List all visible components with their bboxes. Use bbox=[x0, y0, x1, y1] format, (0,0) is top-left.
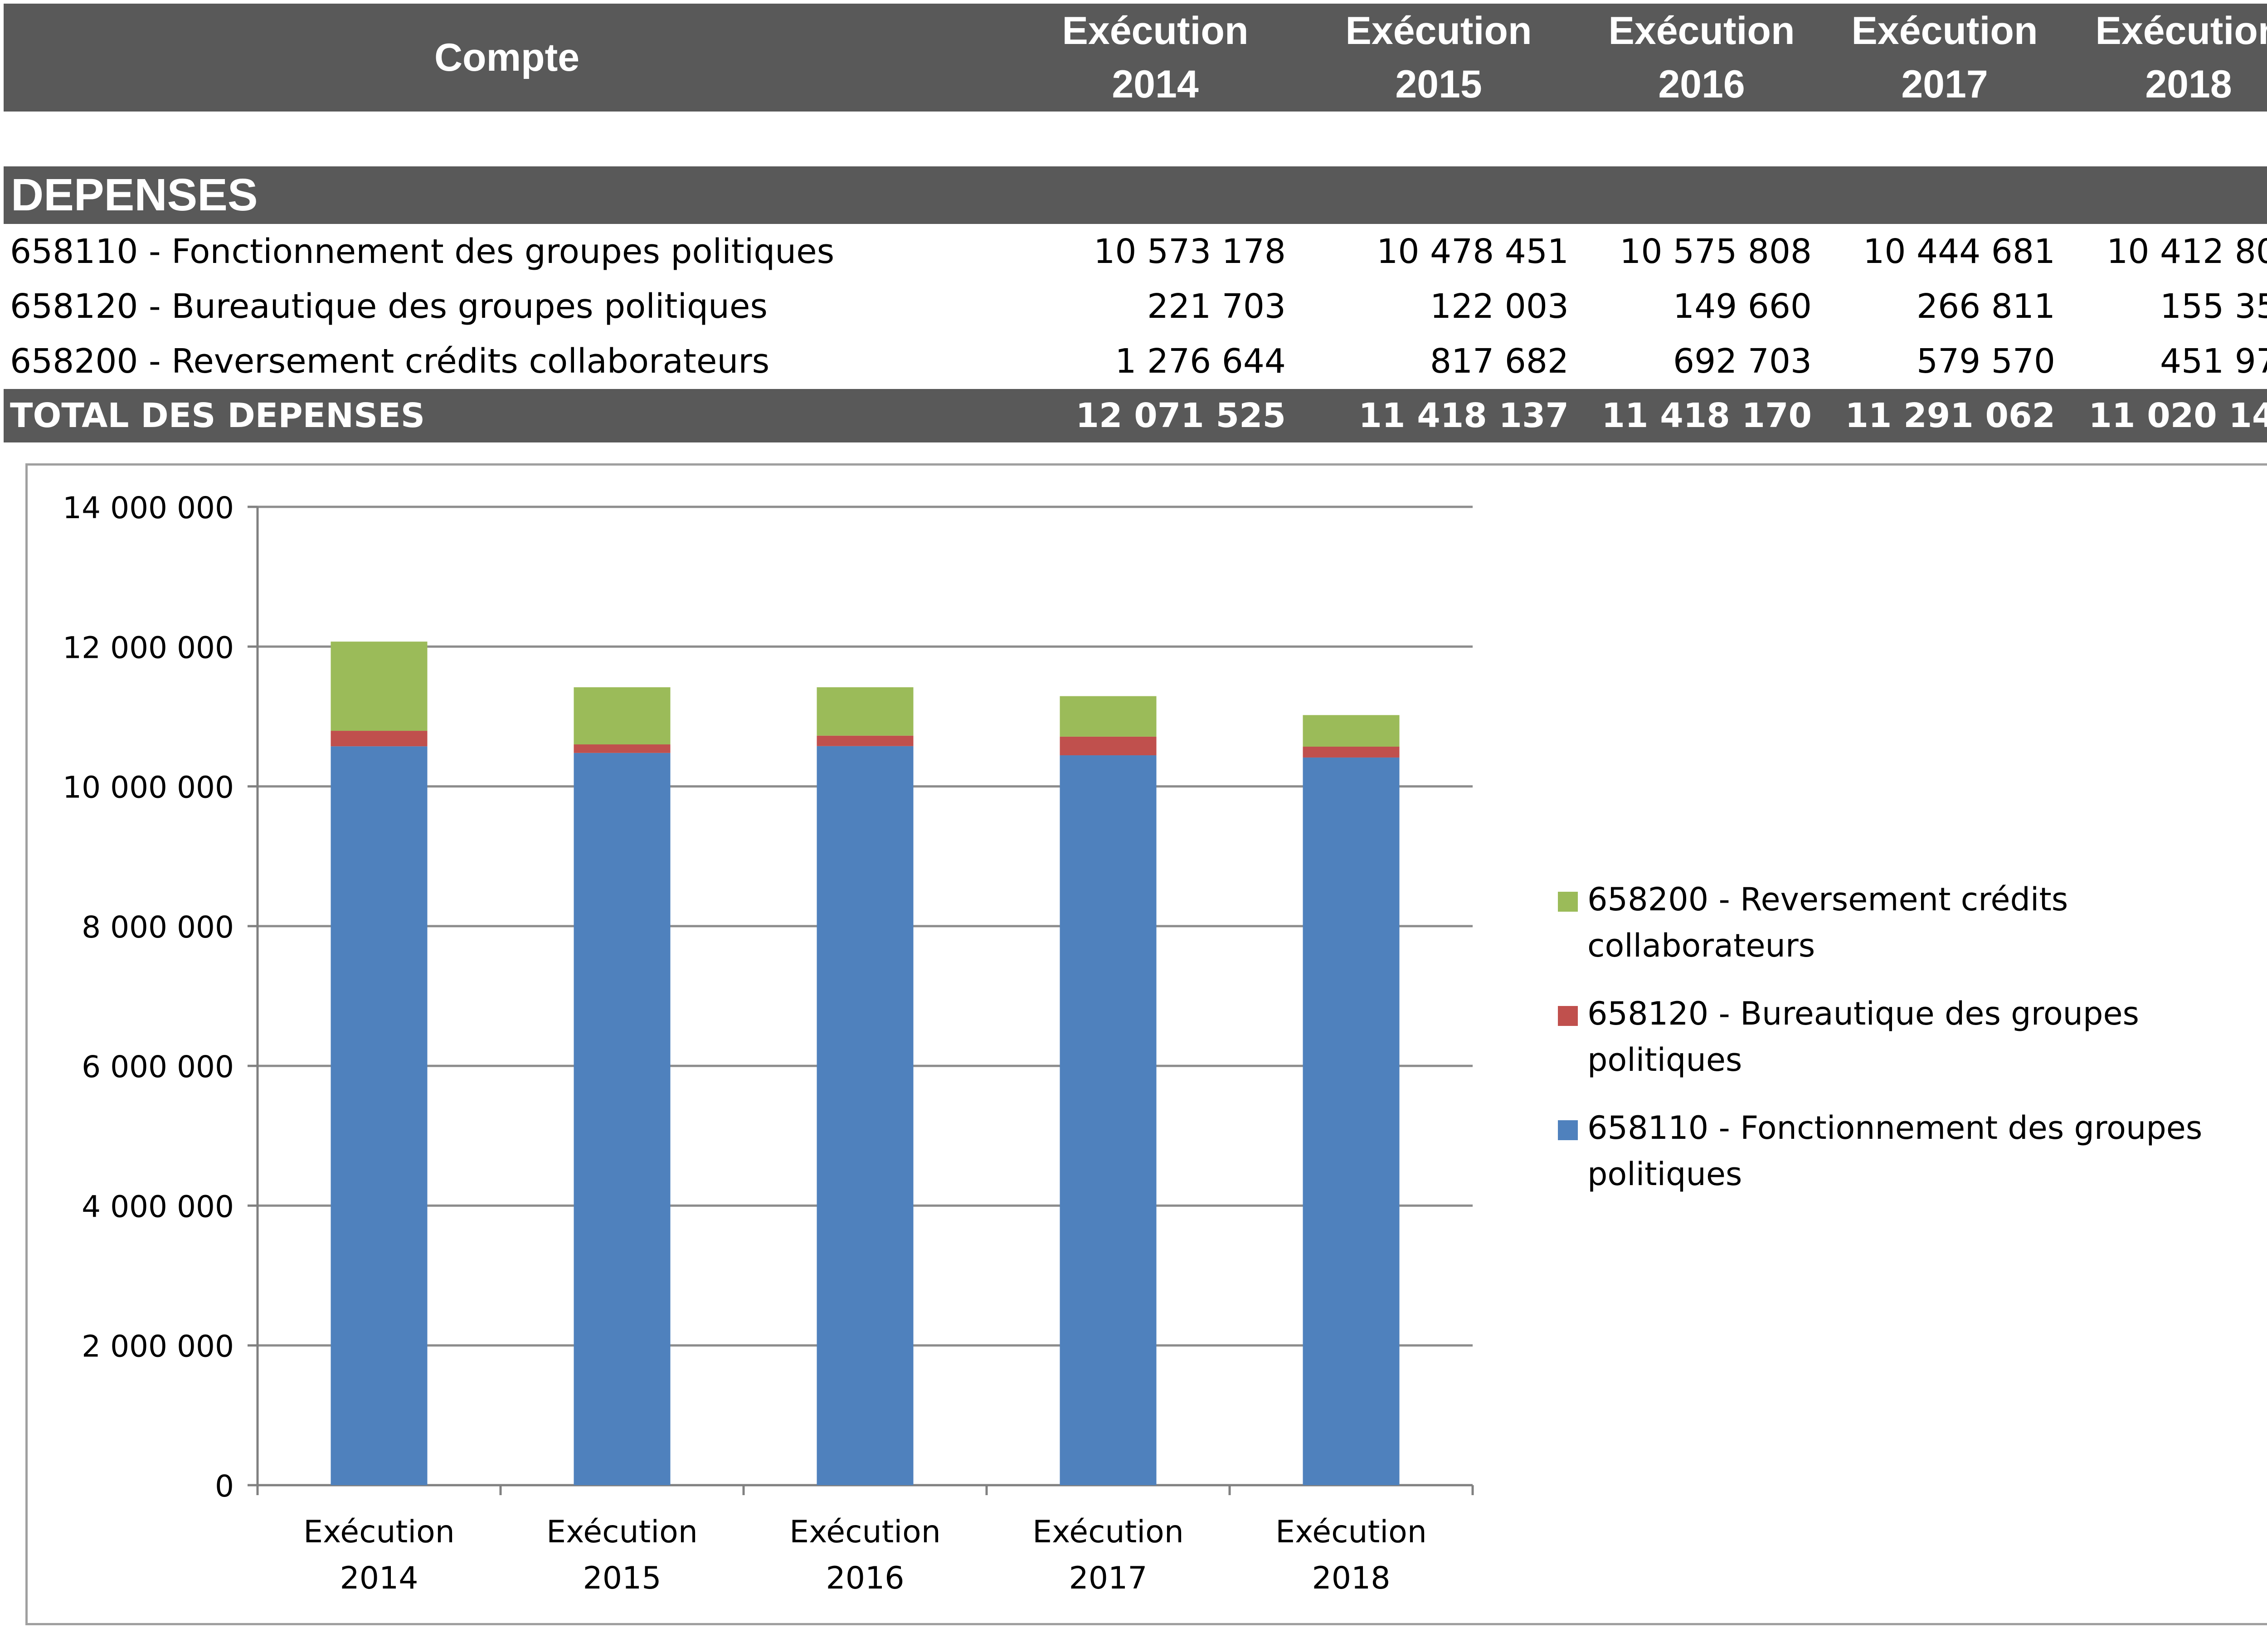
header-account: Compte bbox=[434, 36, 580, 79]
bar-segment-1 bbox=[331, 746, 428, 1485]
table-row: 658110 - Fonctionnement des groupes poli… bbox=[4, 224, 2267, 279]
header-year-2018: Exécution 2018 bbox=[2095, 9, 2267, 106]
row-value: 221 703 bbox=[1147, 287, 1286, 326]
row-label: 658110 - Fonctionnement des groupes poli… bbox=[10, 232, 835, 271]
x-tick-label: Exécution 2017 bbox=[1032, 1514, 1184, 1596]
row-value: 817 682 bbox=[1430, 342, 1569, 381]
x-tick-label: Exécution 2015 bbox=[546, 1514, 698, 1596]
legend-swatch bbox=[1558, 1120, 1578, 1140]
y-tick-label: 10 000 000 bbox=[63, 770, 234, 805]
table-header: Compte Exécution 2014 Exécution 2015 Exé… bbox=[4, 4, 2267, 112]
legend-swatch bbox=[1558, 1006, 1578, 1026]
y-tick-label: 14 000 000 bbox=[63, 491, 234, 525]
row-value: 10 412 805 bbox=[2106, 232, 2267, 271]
legend-label: 658200 - Reversement crédits collaborate… bbox=[1587, 881, 2068, 964]
y-tick-label: 8 000 000 bbox=[82, 910, 234, 945]
bar-segment-3 bbox=[817, 687, 914, 736]
row-value: 10 573 178 bbox=[1094, 232, 1286, 271]
row-value: 692 703 bbox=[1673, 342, 1812, 381]
total-value: 11 418 170 bbox=[1601, 396, 1812, 435]
total-value: 12 071 525 bbox=[1075, 396, 1286, 435]
x-tick-label: Exécution 2016 bbox=[789, 1514, 941, 1596]
bar-segment-3 bbox=[574, 687, 671, 745]
x-tick-label: Exécution 2018 bbox=[1275, 1514, 1427, 1596]
row-value: 579 570 bbox=[1916, 342, 2055, 381]
stacked-bar-chart: 0 2 000 000 4 000 000 6 000 000 8 000 000 10 … bbox=[63, 491, 1474, 1596]
chart-area: 0 2 000 000 4 000 000 6 000 000 8 000 000 10 … bbox=[25, 463, 2267, 1625]
row-value: 149 660 bbox=[1673, 287, 1812, 326]
bar-segment-3 bbox=[1303, 715, 1400, 747]
total-value: 11 418 137 bbox=[1358, 396, 1569, 435]
total-value: 11 291 062 bbox=[1845, 396, 2055, 435]
row-value: 10 444 681 bbox=[1863, 232, 2055, 271]
y-tick-label: 4 000 000 bbox=[82, 1189, 234, 1224]
y-tick-label: 12 000 000 bbox=[63, 630, 234, 665]
section-title: DEPENSES bbox=[11, 170, 258, 220]
total-value: 11 020 144 bbox=[2088, 396, 2267, 435]
legend-label: 658110 - Fonctionnement des groupes poli… bbox=[1587, 1109, 2203, 1193]
bar-segment-3 bbox=[1060, 696, 1157, 737]
row-value: 1 276 644 bbox=[1115, 342, 1286, 381]
row-value: 266 811 bbox=[1916, 287, 2055, 326]
section-header: DEPENSES bbox=[4, 166, 2267, 224]
bar-segment-2 bbox=[817, 735, 914, 746]
x-tick-label: Exécution 2014 bbox=[303, 1514, 455, 1596]
table-row: 658200 - Reversement crédits collaborate… bbox=[4, 334, 2267, 389]
header-year-2017: Exécution 2017 bbox=[1851, 9, 2038, 106]
total-label: TOTAL DES DEPENSES bbox=[10, 396, 425, 435]
row-value: 10 478 451 bbox=[1377, 232, 1569, 271]
header-year-2016: Exécution 2016 bbox=[1608, 9, 1795, 106]
row-label: 658200 - Reversement crédits collaborate… bbox=[10, 342, 770, 381]
bar-segment-2 bbox=[1303, 746, 1400, 758]
bar-segment-2 bbox=[1060, 736, 1157, 756]
row-value: 122 003 bbox=[1430, 287, 1569, 326]
bar-segment-1 bbox=[1303, 757, 1400, 1485]
bar-segment-1 bbox=[1060, 755, 1157, 1485]
header-year-2015: Exécution 2015 bbox=[1345, 9, 1532, 106]
table-row: 658120 - Bureautique des groupes politiq… bbox=[4, 279, 2267, 334]
bar-segment-1 bbox=[817, 746, 914, 1485]
y-tick-label: 2 000 000 bbox=[82, 1329, 234, 1364]
legend-swatch bbox=[1558, 892, 1578, 912]
row-value: 10 575 808 bbox=[1620, 232, 1812, 271]
row-value: 155 359 bbox=[2160, 287, 2267, 326]
row-value: 451 979 bbox=[2160, 342, 2267, 381]
y-tick-label: 6 000 000 bbox=[82, 1050, 234, 1084]
bar-segment-2 bbox=[331, 731, 428, 747]
total-row: TOTAL DES DEPENSES 12 071 525 11 418 137… bbox=[4, 389, 2267, 442]
bar-segment-1 bbox=[574, 753, 671, 1485]
bar-segment-3 bbox=[331, 641, 428, 731]
bar-segment-2 bbox=[574, 744, 671, 753]
y-tick-label: 0 bbox=[215, 1469, 234, 1504]
row-label: 658120 - Bureautique des groupes politiq… bbox=[10, 287, 768, 326]
header-year-2014: Exécution 2014 bbox=[1062, 9, 1249, 106]
legend-label: 658120 - Bureautique des groupes politiq… bbox=[1587, 995, 2140, 1079]
